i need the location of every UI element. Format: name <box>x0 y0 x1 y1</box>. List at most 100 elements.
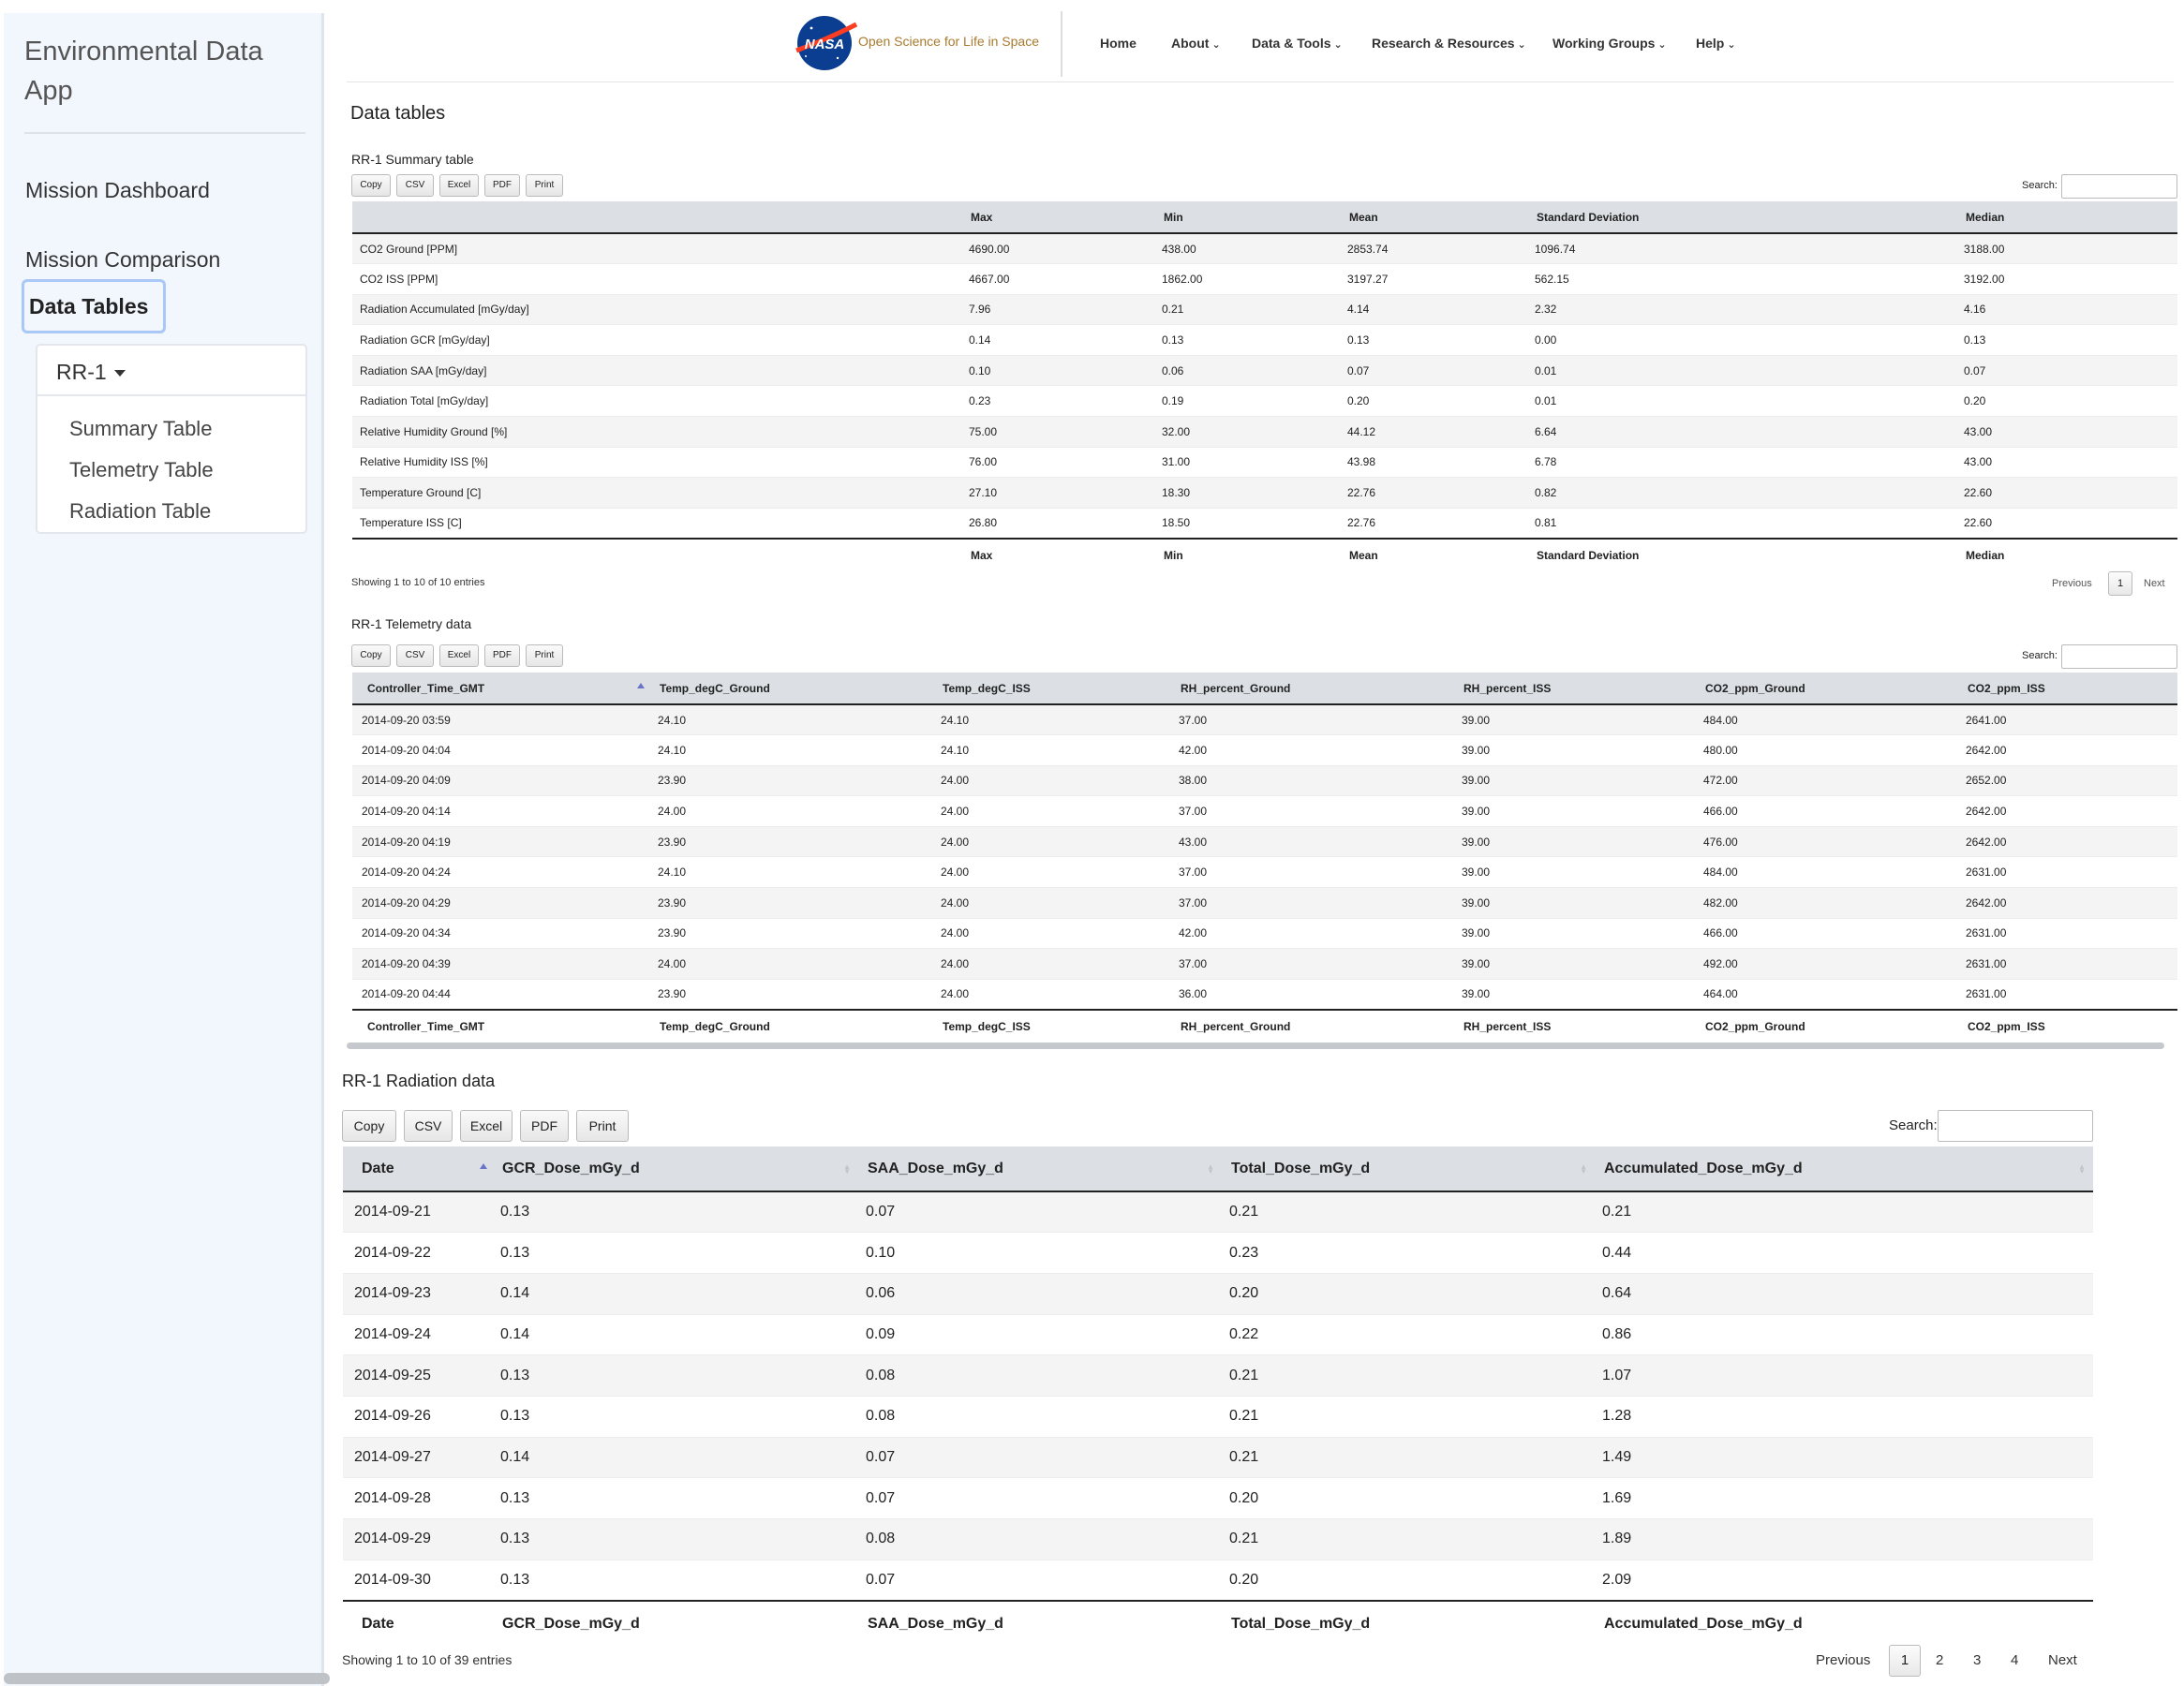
radiation-search-input[interactable] <box>1938 1110 2093 1142</box>
radiation-csv-button[interactable]: CSV <box>404 1110 453 1142</box>
table-row[interactable]: Radiation Total [mGy/day] 0.23 0.19 0.20 0.0… <box>352 385 2177 418</box>
sidebar-item-mission-comparison[interactable]: Mission Comparison <box>25 247 221 272</box>
sidebar-subitem-telemetry-table[interactable]: Telemetry Table <box>69 458 214 481</box>
summary-header-median[interactable]: Median <box>1956 201 2177 234</box>
telemetry-header-temp-iss[interactable]: Temp_degC_ISS <box>933 673 1171 705</box>
summary-print-button[interactable]: Print <box>526 174 563 197</box>
summary-header-label[interactable] <box>352 201 961 234</box>
table-row[interactable]: 2014-09-20 04:14 24.00 24.00 37.00 39.00 466.… <box>352 795 2177 827</box>
table-row[interactable]: 2014-09-24 0.14 0.09 0.22 0.86 <box>343 1314 2093 1356</box>
radiation-header-accumulated[interactable]: Accumulated_Dose_mGy_d ▲ ▼ <box>1595 1146 2093 1192</box>
sidebar-subitem-radiation-table[interactable]: Radiation Table <box>69 499 212 523</box>
summary-page-1[interactable]: 1 <box>2108 571 2132 596</box>
table-row[interactable]: 2014-09-20 04:09 23.90 24.00 38.00 39.00 472.… <box>352 765 2177 797</box>
nav-help[interactable]: Help ⌄ <box>1696 36 1736 51</box>
telemetry-search-input[interactable] <box>2061 644 2177 669</box>
table-row[interactable]: 2014-09-23 0.14 0.06 0.20 0.64 <box>343 1273 2093 1315</box>
table-row[interactable]: CO2 Ground [PPM] 4690.00 438.00 2853.74 1096… <box>352 233 2177 265</box>
table-row[interactable]: 2014-09-22 0.13 0.10 0.23 0.44 <box>343 1232 2093 1274</box>
radiation-header-saa[interactable]: SAA_Dose_mGy_d ▲ ▼ <box>858 1146 1222 1192</box>
telemetry-pdf-button[interactable]: PDF <box>484 644 520 667</box>
table-row[interactable]: 2014-09-30 0.13 0.07 0.20 2.09 <box>343 1560 2093 1602</box>
telemetry-excel-button[interactable]: Excel <box>439 644 479 667</box>
table-row[interactable]: Relative Humidity Ground [%] 75.00 32.00 44… <box>352 416 2177 448</box>
table-row[interactable]: Temperature Ground [C] 27.10 18.30 22.76 0.8… <box>352 477 2177 509</box>
table-row[interactable]: Temperature ISS [C] 26.80 18.50 22.76 0.81 22… <box>352 508 2177 540</box>
table-row[interactable]: 2014-09-26 0.13 0.08 0.21 1.28 <box>343 1396 2093 1438</box>
radiation-page-2[interactable]: 2 <box>1936 1652 1944 1668</box>
nasa-logo-icon[interactable]: NASA <box>793 15 858 71</box>
telemetry-footer-time: Controller_Time_GMT <box>352 1008 650 1043</box>
summary-prev-button[interactable]: Previous <box>2052 578 2092 589</box>
mission-dropdown[interactable]: RR-1 <box>37 346 305 396</box>
summary-search-label: Search: <box>2022 180 2058 191</box>
table-row[interactable]: CO2 ISS [PPM] 4667.00 1862.00 3197.27 562.15… <box>352 263 2177 295</box>
telemetry-horizontal-scrollbar[interactable] <box>347 1043 2164 1049</box>
table-row[interactable]: 2014-09-29 0.13 0.08 0.21 1.89 <box>343 1518 2093 1560</box>
table-row[interactable]: 2014-09-25 0.13 0.08 0.21 1.07 <box>343 1354 2093 1397</box>
summary-excel-button[interactable]: Excel <box>439 174 479 197</box>
summary-search-input[interactable] <box>2061 174 2177 199</box>
telemetry-header-co2-iss[interactable]: CO2_ppm_ISS <box>1958 673 2177 705</box>
radiation-header-date[interactable]: Date <box>343 1146 493 1192</box>
nav-data-tools[interactable]: Data & Tools ⌄ <box>1252 36 1343 51</box>
table-row[interactable]: 2014-09-20 04:19 23.90 24.00 43.00 39.00 476.… <box>352 826 2177 858</box>
radiation-copy-button[interactable]: Copy <box>342 1110 396 1142</box>
summary-header-min[interactable]: Min <box>1154 201 1340 234</box>
table-row[interactable]: Radiation Accumulated [mGy/day] 7.96 0.21 4… <box>352 294 2177 326</box>
table-row[interactable]: Relative Humidity ISS [%] 76.00 31.00 43.98… <box>352 447 2177 479</box>
table-row[interactable]: 2014-09-20 04:34 23.90 24.00 42.00 39.00 466.… <box>352 918 2177 950</box>
telemetry-header-time[interactable]: Controller_Time_GMT <box>352 673 650 705</box>
nav-home[interactable]: Home <box>1100 36 1137 51</box>
table-cell: 1.07 <box>1595 1354 2093 1397</box>
telemetry-header-rh-iss[interactable]: RH_percent_ISS <box>1454 673 1696 705</box>
table-row[interactable]: 2014-09-27 0.14 0.07 0.21 1.49 <box>343 1437 2093 1479</box>
radiation-header-gcr[interactable]: GCR_Dose_mGy_d ▲ ▼ <box>493 1146 858 1192</box>
summary-copy-button[interactable]: Copy <box>351 174 391 197</box>
table-row[interactable]: Radiation SAA [mGy/day] 0.10 0.06 0.07 0.01 0… <box>352 355 2177 387</box>
summary-csv-button[interactable]: CSV <box>396 174 434 197</box>
table-cell: 0.06 <box>1154 355 1340 387</box>
table-row[interactable]: 2014-09-20 04:39 24.00 24.00 37.00 39.00 492.… <box>352 948 2177 980</box>
table-row[interactable]: 2014-09-20 04:44 23.90 24.00 36.00 39.00 464.… <box>352 979 2177 1011</box>
summary-header-max[interactable]: Max <box>961 201 1154 234</box>
radiation-excel-button[interactable]: Excel <box>460 1110 513 1142</box>
site-tagline[interactable]: Open Science for Life in Space <box>858 34 1040 49</box>
table-row[interactable]: 2014-09-20 04:24 24.10 24.00 37.00 39.00 484.… <box>352 856 2177 889</box>
table-cell: CO2 Ground [PPM] <box>352 233 961 265</box>
summary-pdf-button[interactable]: PDF <box>484 174 520 197</box>
nav-research-resources[interactable]: Research & Resources ⌄ <box>1372 36 1526 51</box>
table-row[interactable]: Radiation GCR [mGy/day] 0.14 0.13 0.13 0.00 0… <box>352 324 2177 356</box>
telemetry-csv-button[interactable]: CSV <box>396 644 434 667</box>
radiation-next-button[interactable]: Next <box>2048 1652 2077 1668</box>
table-row[interactable]: 2014-09-28 0.13 0.07 0.20 1.69 <box>343 1477 2093 1519</box>
radiation-header-total[interactable]: Total_Dose_mGy_d ▲ ▼ <box>1222 1146 1595 1192</box>
sidebar-item-data-tables[interactable]: Data Tables <box>22 279 166 333</box>
nav-working-groups[interactable]: Working Groups ⌄ <box>1553 36 1667 51</box>
radiation-page-1[interactable]: 1 <box>1889 1645 1921 1677</box>
sidebar-subitem-summary-table[interactable]: Summary Table <box>69 417 213 440</box>
table-cell: 23.90 <box>650 826 933 858</box>
radiation-pdf-button[interactable]: PDF <box>520 1110 569 1142</box>
telemetry-header-co2-ground[interactable]: CO2_ppm_Ground <box>1696 673 1958 705</box>
telemetry-header-rh-ground[interactable]: RH_percent_Ground <box>1171 673 1454 705</box>
sidebar-item-mission-dashboard[interactable]: Mission Dashboard <box>25 178 210 202</box>
telemetry-print-button[interactable]: Print <box>526 644 563 667</box>
telemetry-header-temp-ground[interactable]: Temp_degC_Ground <box>650 673 933 705</box>
radiation-page-3[interactable]: 3 <box>1973 1652 1982 1668</box>
telemetry-copy-button[interactable]: Copy <box>351 644 391 667</box>
table-row[interactable]: 2014-09-20 03:59 24.10 24.10 37.00 39.00 484.… <box>352 704 2177 736</box>
summary-header-mean[interactable]: Mean <box>1340 201 1527 234</box>
summary-next-button[interactable]: Next <box>2144 578 2165 589</box>
radiation-prev-button[interactable]: Previous <box>1816 1652 1871 1668</box>
nav-about[interactable]: About ⌄ <box>1171 36 1221 51</box>
radiation-print-button[interactable]: Print <box>576 1110 629 1142</box>
sidebar-scrollbar[interactable] <box>4 1673 330 1684</box>
telemetry-header-rh-iss-label: RH_percent_ISS <box>1463 681 1552 695</box>
summary-header-std[interactable]: Standard Deviation <box>1527 201 1956 234</box>
table-row[interactable]: 2014-09-20 04:04 24.10 24.10 42.00 39.00 480.… <box>352 734 2177 766</box>
radiation-page-4[interactable]: 4 <box>2011 1652 2019 1668</box>
table-cell: 39.00 <box>1454 856 1696 889</box>
table-row[interactable]: 2014-09-21 0.13 0.07 0.21 0.21 <box>343 1191 2093 1234</box>
table-row[interactable]: 2014-09-20 04:29 23.90 24.00 37.00 39.00 482.… <box>352 887 2177 919</box>
